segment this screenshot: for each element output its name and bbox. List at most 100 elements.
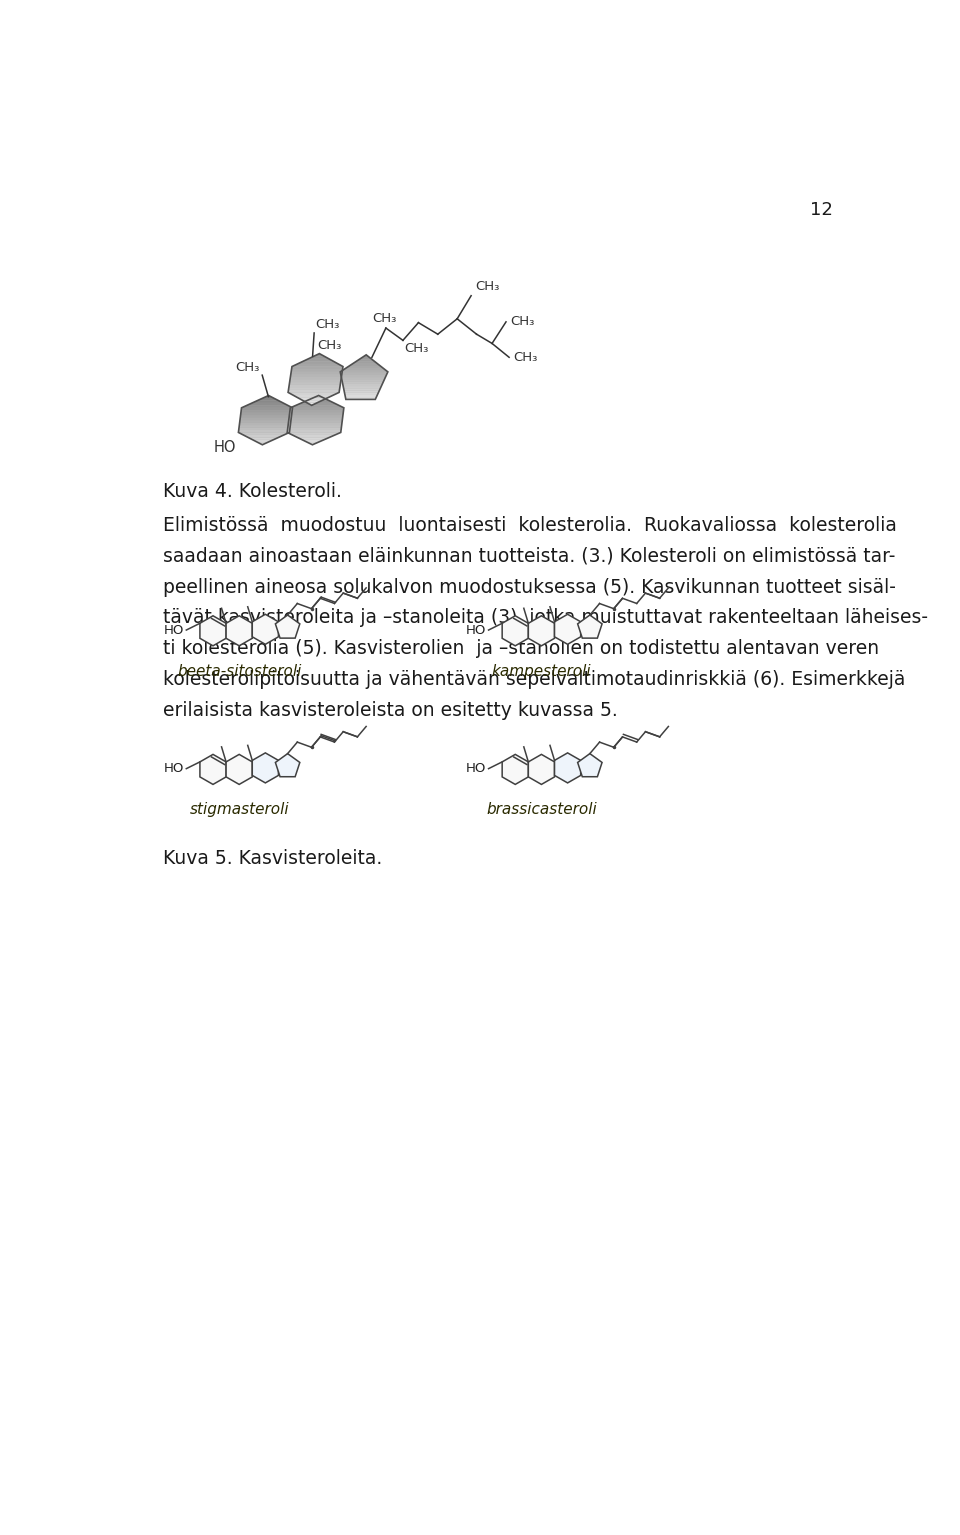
Text: CH₃: CH₃: [235, 361, 260, 373]
Text: Kuva 4. Kolesteroli.: Kuva 4. Kolesteroli.: [162, 482, 342, 502]
Polygon shape: [344, 390, 379, 393]
Polygon shape: [555, 752, 581, 783]
Polygon shape: [343, 384, 382, 385]
Text: HO: HO: [163, 623, 184, 637]
Polygon shape: [303, 359, 333, 361]
Polygon shape: [290, 405, 344, 408]
Text: 12: 12: [810, 201, 833, 220]
Polygon shape: [241, 413, 292, 414]
Polygon shape: [238, 430, 290, 433]
Polygon shape: [240, 421, 291, 422]
Polygon shape: [296, 402, 339, 405]
Text: kolesterolipitoisuutta ja vähentävän sepelvaltimotaudinriskkiä (6). Esimerkkejä: kolesterolipitoisuutta ja vähentävän sep…: [162, 671, 905, 689]
Polygon shape: [290, 410, 344, 413]
Polygon shape: [578, 616, 602, 639]
Polygon shape: [528, 616, 555, 646]
Polygon shape: [263, 396, 274, 398]
Polygon shape: [227, 616, 252, 646]
Text: CH₃: CH₃: [316, 318, 340, 332]
Polygon shape: [346, 398, 376, 399]
Polygon shape: [356, 359, 374, 362]
Polygon shape: [578, 754, 602, 777]
Polygon shape: [346, 365, 383, 368]
Polygon shape: [241, 410, 292, 413]
Polygon shape: [289, 382, 341, 385]
Polygon shape: [243, 434, 284, 437]
Polygon shape: [291, 375, 342, 378]
Polygon shape: [290, 379, 341, 382]
Text: CH₃: CH₃: [475, 281, 499, 293]
Polygon shape: [502, 754, 528, 784]
Polygon shape: [359, 358, 372, 359]
Text: CH₃: CH₃: [404, 342, 429, 355]
Text: tävät kasvisteroleita ja –stanoleita (3), jotka muistuttavat rakenteeltaan lähei: tävät kasvisteroleita ja –stanoleita (3)…: [162, 608, 927, 628]
Polygon shape: [292, 364, 343, 367]
Polygon shape: [238, 433, 289, 434]
Text: Kuva 5. Kasvisteroleita.: Kuva 5. Kasvisteroleita.: [162, 849, 382, 867]
Polygon shape: [288, 353, 343, 405]
Text: stigmasteroli: stigmasteroli: [189, 803, 289, 818]
Polygon shape: [276, 754, 300, 777]
Polygon shape: [345, 393, 378, 394]
Text: CH₃: CH₃: [510, 315, 535, 328]
Polygon shape: [200, 616, 227, 646]
Polygon shape: [292, 434, 335, 437]
Polygon shape: [288, 421, 343, 422]
Polygon shape: [307, 442, 318, 445]
Polygon shape: [352, 362, 377, 364]
Polygon shape: [298, 361, 338, 364]
Polygon shape: [239, 428, 290, 430]
Polygon shape: [200, 754, 227, 784]
Polygon shape: [252, 614, 278, 645]
Polygon shape: [227, 754, 252, 784]
Polygon shape: [240, 418, 291, 421]
Text: peellinen aineosa solukalvon muodostuksessa (5). Kasvikunnan tuotteet sisäl-: peellinen aineosa solukalvon muodostukse…: [162, 577, 896, 597]
Polygon shape: [555, 614, 581, 645]
Polygon shape: [288, 387, 340, 390]
Polygon shape: [363, 355, 369, 358]
Polygon shape: [502, 616, 528, 646]
Text: CH₃: CH₃: [317, 339, 342, 352]
Polygon shape: [252, 401, 283, 402]
Polygon shape: [240, 414, 292, 418]
Polygon shape: [341, 370, 388, 373]
Polygon shape: [343, 368, 386, 370]
Polygon shape: [349, 364, 380, 365]
Text: beeta-sitosteroli: beeta-sitosteroli: [177, 663, 301, 678]
Polygon shape: [289, 413, 344, 414]
Polygon shape: [291, 371, 342, 375]
Polygon shape: [298, 398, 328, 401]
Text: HO: HO: [163, 763, 184, 775]
Polygon shape: [292, 367, 343, 368]
Text: HO: HO: [466, 763, 486, 775]
Polygon shape: [289, 385, 340, 387]
Text: Elimistössä  muodostuu  luontaisesti  kolesterolia.  Ruokavaliossa  kolesterolia: Elimistössä muodostuu luontaisesti koles…: [162, 516, 897, 536]
Polygon shape: [313, 396, 324, 398]
Text: ti kolesterolia (5). Kasvisterolien  ja –stanolien on todistettu alentavan veren: ti kolesterolia (5). Kasvisterolien ja –…: [162, 639, 878, 659]
Polygon shape: [293, 394, 334, 398]
Polygon shape: [287, 396, 344, 445]
Polygon shape: [276, 616, 300, 639]
Polygon shape: [342, 378, 386, 379]
Polygon shape: [344, 388, 380, 390]
Polygon shape: [242, 405, 293, 408]
Polygon shape: [291, 368, 343, 371]
Polygon shape: [342, 379, 384, 382]
Polygon shape: [302, 401, 323, 402]
Text: CH₃: CH₃: [372, 312, 396, 325]
Text: brassicasteroli: brassicasteroli: [486, 803, 597, 818]
Polygon shape: [239, 422, 291, 425]
Polygon shape: [288, 393, 339, 394]
Polygon shape: [345, 394, 377, 398]
Polygon shape: [528, 754, 555, 784]
Polygon shape: [307, 398, 328, 401]
Polygon shape: [288, 425, 342, 428]
Polygon shape: [288, 390, 340, 393]
Polygon shape: [238, 396, 293, 445]
Polygon shape: [287, 430, 341, 433]
Polygon shape: [289, 418, 343, 421]
Polygon shape: [289, 414, 343, 418]
Polygon shape: [301, 401, 334, 402]
Polygon shape: [308, 356, 329, 359]
Polygon shape: [252, 752, 278, 783]
